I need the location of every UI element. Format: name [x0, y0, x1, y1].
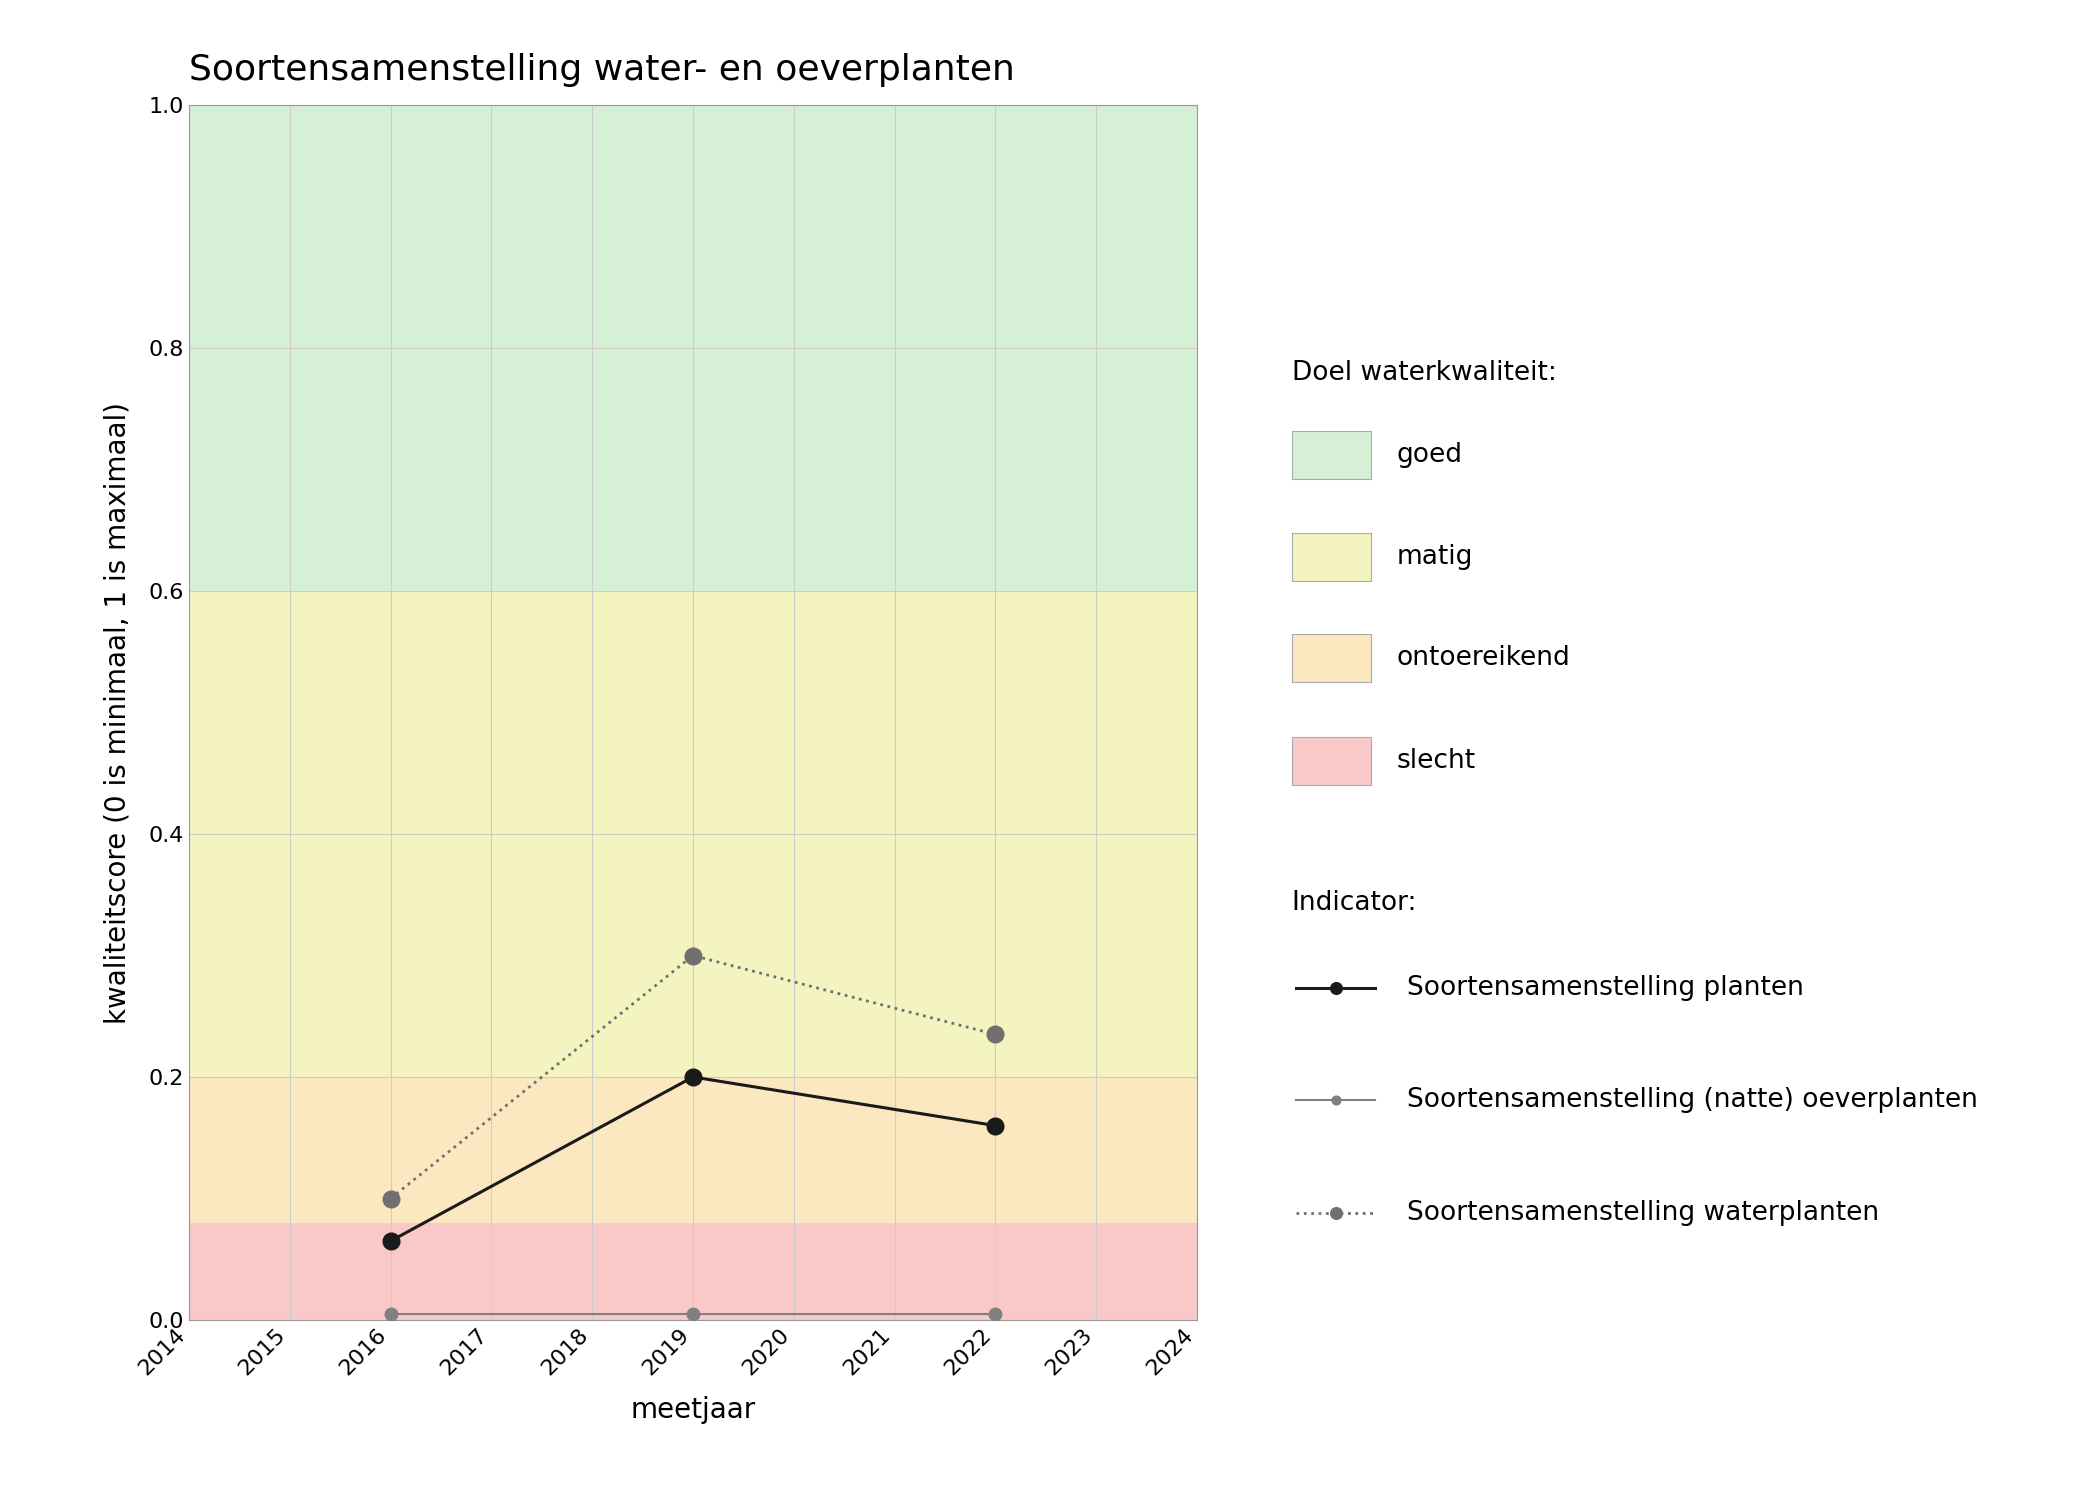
Text: Soortensamenstelling planten: Soortensamenstelling planten: [1407, 975, 1804, 1000]
Text: Soortensamenstelling water- en oeverplanten: Soortensamenstelling water- en oeverplan…: [189, 53, 1014, 87]
Text: matig: matig: [1396, 543, 1472, 570]
Text: Soortensamenstelling waterplanten: Soortensamenstelling waterplanten: [1407, 1200, 1880, 1225]
Text: Doel waterkwaliteit:: Doel waterkwaliteit:: [1292, 360, 1556, 386]
Y-axis label: kwaliteitscore (0 is minimaal, 1 is maximaal): kwaliteitscore (0 is minimaal, 1 is maxi…: [105, 402, 132, 1023]
Text: Soortensamenstelling (natte) oeverplanten: Soortensamenstelling (natte) oeverplante…: [1407, 1088, 1978, 1113]
Text: Indicator:: Indicator:: [1292, 891, 1418, 916]
Text: goed: goed: [1396, 441, 1462, 468]
X-axis label: meetjaar: meetjaar: [630, 1396, 756, 1423]
Text: slecht: slecht: [1396, 747, 1476, 774]
Bar: [189, 1222, 1197, 1320]
Text: ontoereikend: ontoereikend: [1396, 645, 1571, 672]
Bar: [189, 1077, 1197, 1222]
Bar: [189, 591, 1197, 1077]
Bar: [189, 105, 1197, 591]
